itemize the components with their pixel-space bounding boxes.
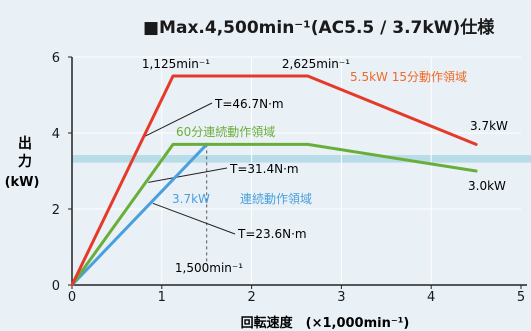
x-axis-label: 回転速度 (×1,000min⁻¹) (241, 315, 410, 331)
leader-torque-blue (152, 202, 236, 235)
series-point-red (171, 74, 175, 78)
leader-torque-green (148, 167, 228, 183)
x-tick-label: 3 (337, 290, 345, 305)
annotation-speed-1500: 1,500min⁻¹ (175, 261, 243, 275)
y-axis-label-line1: 出 (18, 135, 32, 152)
annotation-torque-blue: T=23.6N·m (237, 227, 307, 241)
series-point-green (306, 143, 309, 146)
y-tick-label: 4 (52, 127, 60, 142)
series-group (70, 74, 478, 287)
leader-torque-red (143, 102, 213, 138)
helper-lines (143, 102, 236, 263)
chart-title: ■Max.4,500min⁻¹(AC5.5 / 3.7kW)仕様 (143, 17, 495, 38)
annotation-end-green: 3.0kW (468, 179, 506, 193)
y-axis-unit: (kW) (5, 175, 40, 190)
label-green-region: 60分連続動作領域 (176, 124, 275, 139)
series-point-red (474, 143, 478, 146)
series-point-green (474, 169, 478, 173)
annotation-torque-red: T=46.7N·m (214, 97, 284, 111)
annotation-speed-2625: 2,625min⁻¹ (282, 57, 350, 71)
series-point-red (70, 283, 74, 287)
x-tick-label: 4 (427, 290, 435, 305)
x-tick-label: 5 (517, 290, 525, 305)
annotation-torque-green: T=31.4N·m (229, 162, 299, 176)
label-red-region: 5.5kW 15分動作領域 (350, 69, 467, 84)
annotation-speed-1125: 1,125min⁻¹ (142, 57, 210, 71)
x-tick-label: 2 (247, 290, 255, 305)
axes: 0 1 2 3 4 5 0 2 4 6 (52, 51, 527, 305)
annotation-end-red: 3.7kW (470, 119, 508, 133)
x-tick-label: 1 (158, 290, 166, 305)
series-point-red (306, 74, 309, 78)
highlight-band (72, 155, 531, 163)
series-point-green (171, 143, 175, 146)
y-tick-label: 6 (52, 51, 60, 66)
y-axis-label-line2: 力 (18, 153, 32, 170)
label-blue-kw: 3.7kW (172, 192, 210, 206)
series-line-green (70, 142, 478, 287)
series-line-red (70, 74, 478, 287)
y-tick-label: 2 (52, 203, 60, 218)
x-tick-label: 0 (68, 290, 76, 305)
y-tick-label: 0 (52, 279, 60, 294)
label-blue-region: 連続動作領域 (240, 191, 312, 206)
series-line-blue (70, 142, 209, 287)
